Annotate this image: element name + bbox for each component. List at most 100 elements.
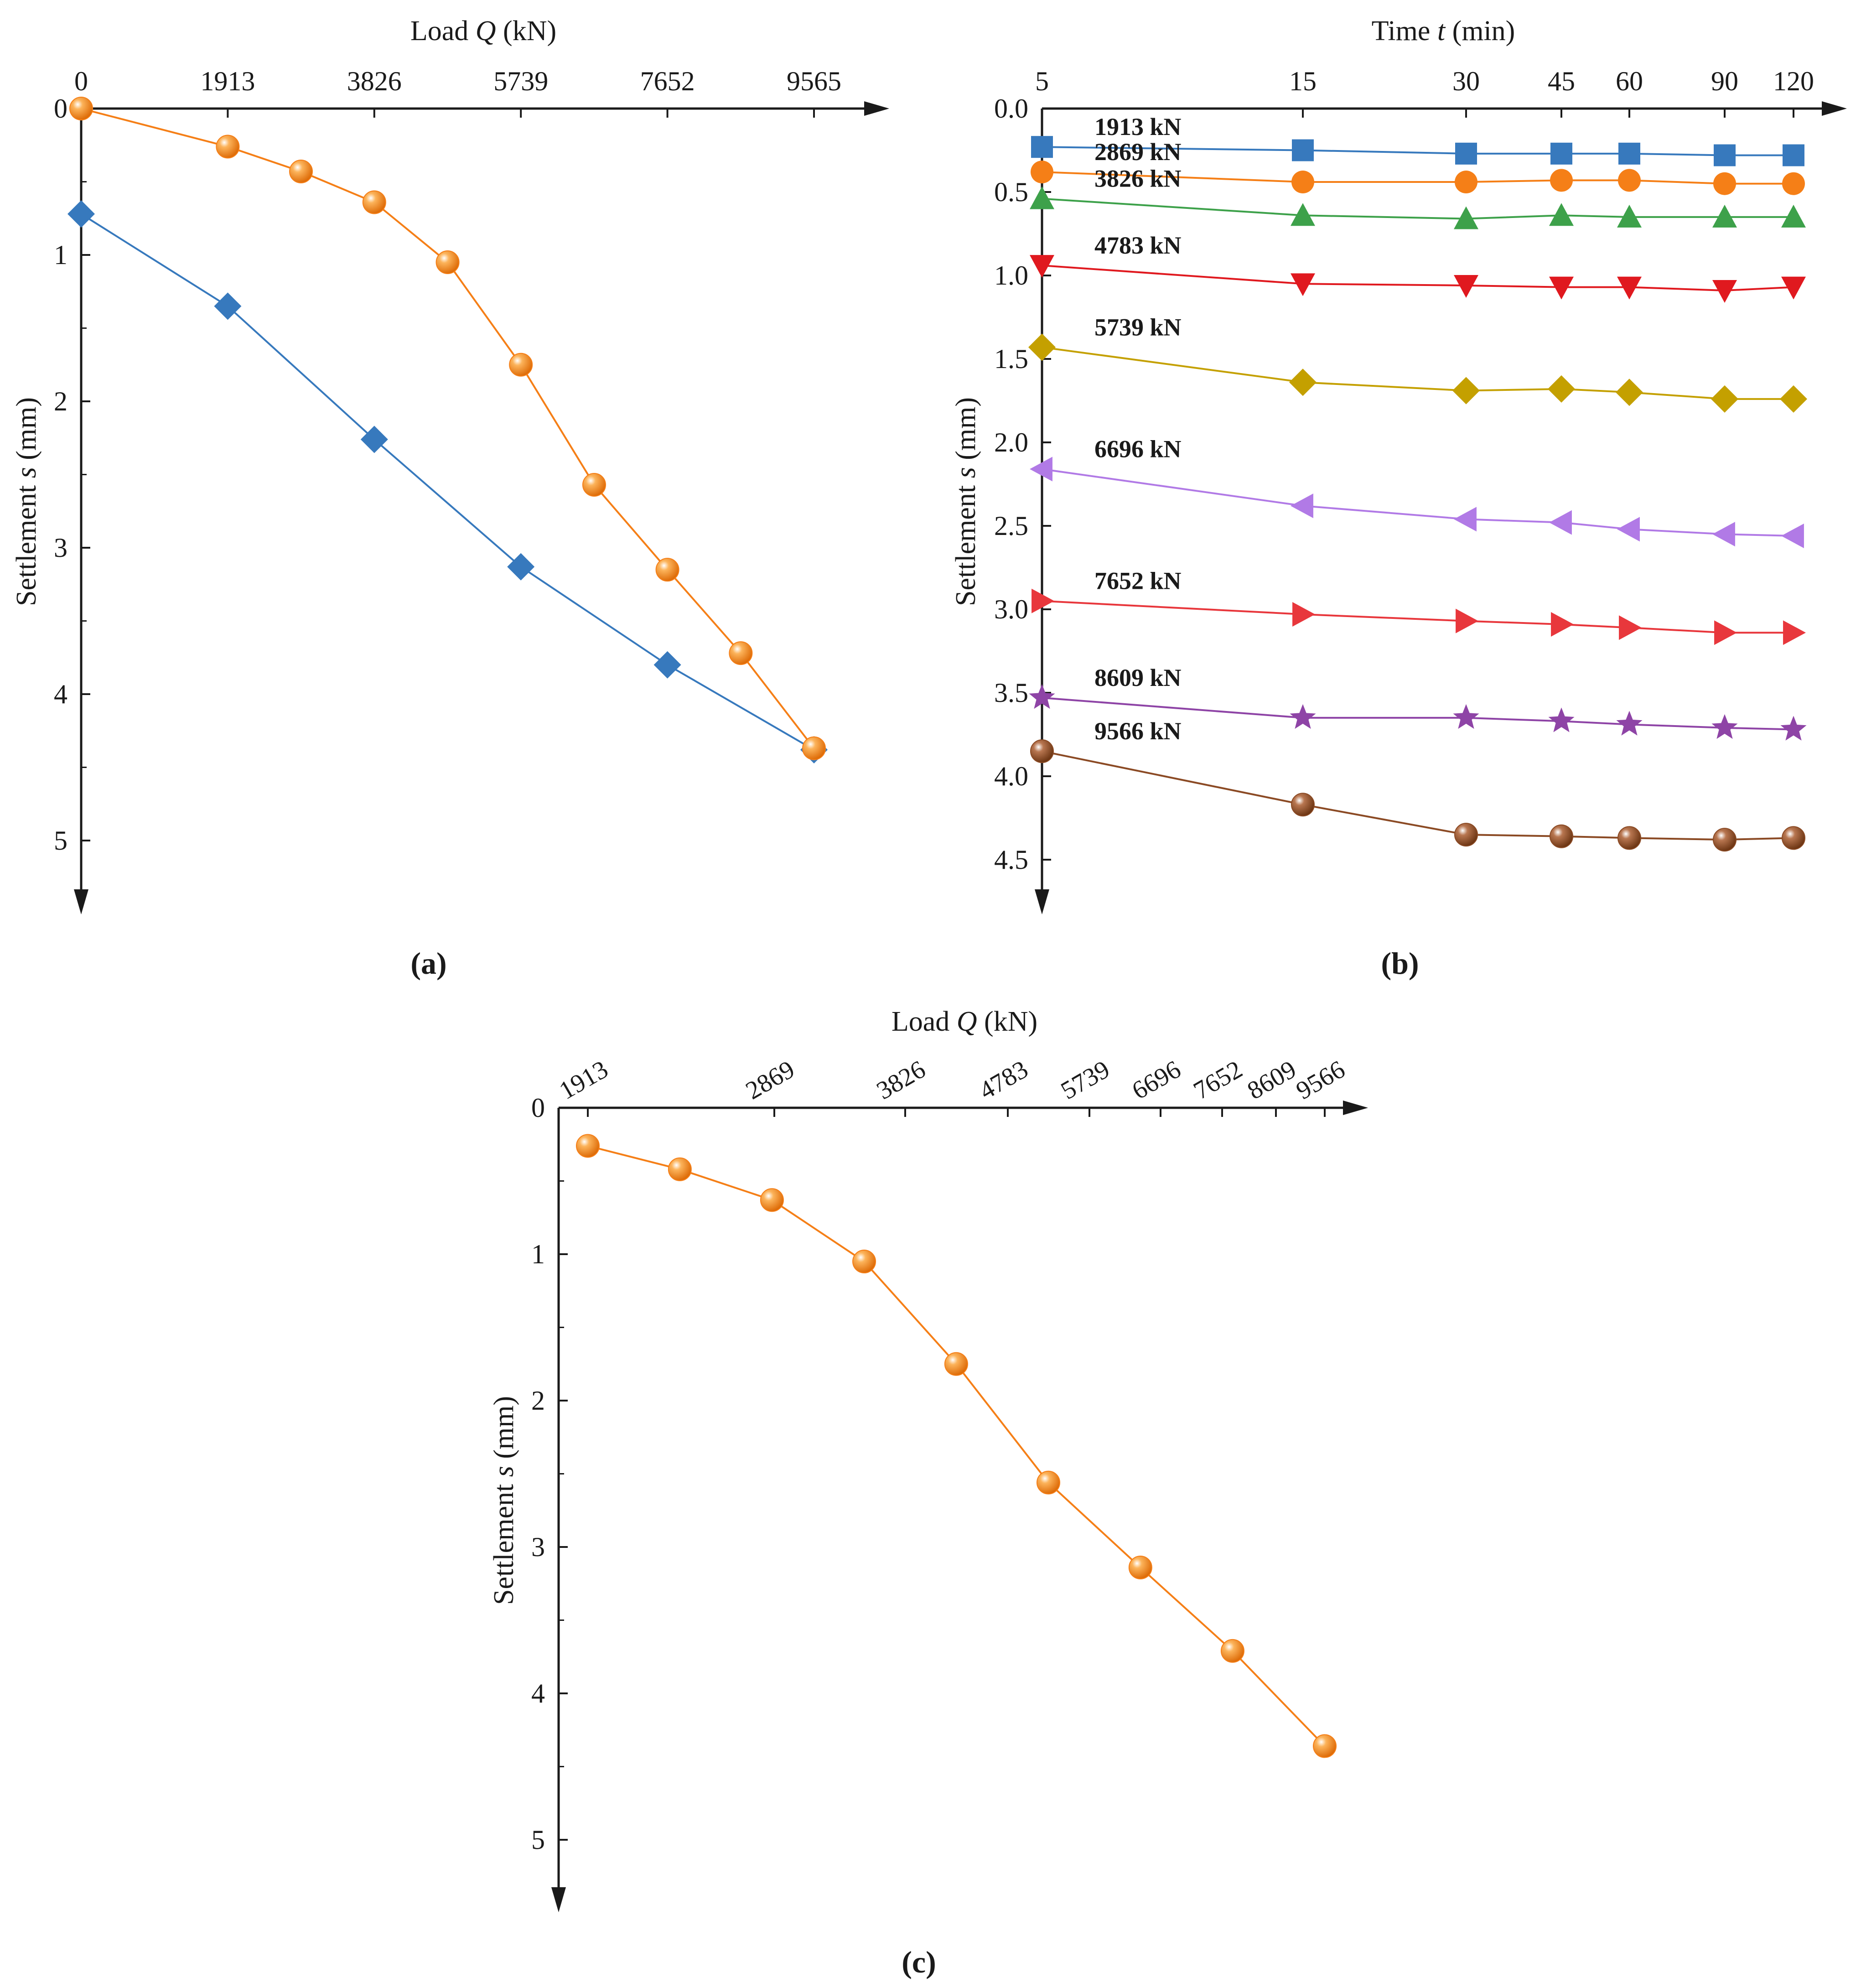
panel-a-x-arrow — [864, 101, 889, 116]
x-tick-label: 30 — [1452, 66, 1480, 96]
x-tick-label: 3826 — [347, 66, 402, 96]
series-label: 5739 kN — [1094, 313, 1182, 341]
data-point — [1617, 517, 1640, 542]
y-tick-label: 3 — [531, 1532, 545, 1562]
data-point — [1617, 204, 1642, 228]
y-tick-label: 4 — [54, 679, 67, 709]
panel-c-x-arrow — [1343, 1100, 1368, 1115]
data-point — [1031, 136, 1053, 158]
data-point — [1550, 142, 1572, 165]
y-tick-label: 3.5 — [994, 678, 1028, 708]
data-point — [1030, 739, 1054, 763]
series-line-blue-diamonds — [80, 213, 815, 751]
y-tick-label: 5 — [531, 1825, 545, 1855]
x-tick-label: 60 — [1616, 66, 1643, 96]
data-point — [1550, 824, 1573, 848]
x-tick-label: 120 — [1773, 66, 1814, 96]
x-tick-label: 0 — [74, 66, 88, 96]
data-point — [1714, 620, 1737, 645]
data-point — [1030, 457, 1052, 482]
data-point — [1291, 203, 1315, 226]
series-line-9566-kN — [1042, 750, 1794, 841]
data-point — [1291, 171, 1314, 194]
y-tick-label: 3.0 — [994, 594, 1028, 624]
data-point — [1781, 204, 1806, 228]
data-point — [1032, 588, 1054, 613]
data-point — [1550, 169, 1573, 192]
y-tick-label: 1 — [531, 1239, 545, 1269]
y-tick-label: 0.5 — [994, 177, 1028, 207]
data-point — [1783, 144, 1804, 166]
data-point — [1454, 206, 1478, 229]
data-point — [1291, 273, 1315, 296]
data-point — [1712, 204, 1737, 228]
x-tick-label: 2869 — [741, 1055, 799, 1106]
x-tick-label: 7652 — [1189, 1055, 1247, 1106]
panel-c-caption: (c) — [902, 1945, 936, 1979]
data-point — [1029, 684, 1055, 709]
data-point-blue-diamonds — [360, 426, 388, 453]
data-point-orange-spheres — [668, 1157, 692, 1181]
series-line-orange-spheres — [587, 1145, 1326, 1747]
data-point — [1781, 276, 1806, 300]
series-label: 4783 kN — [1094, 232, 1182, 259]
data-point — [1289, 369, 1317, 396]
panel-a-caption: (a) — [410, 946, 446, 981]
data-point — [1711, 385, 1738, 413]
series-line-3826-kN — [1042, 197, 1794, 220]
data-point — [1030, 186, 1054, 209]
data-point — [1292, 602, 1315, 627]
data-point — [1712, 280, 1737, 303]
y-tick-label: 4 — [531, 1678, 545, 1708]
data-point-orange-spheres — [509, 353, 533, 377]
data-point-orange-spheres — [802, 736, 826, 760]
data-point-blue-diamonds — [67, 200, 95, 228]
data-point — [1292, 139, 1314, 161]
series-line-5739-kN — [1042, 346, 1794, 400]
panel-a: 0 1913 3826 5739 7652 9565 0 1 2 3 4 5 Load Q (kN)… — [11, 16, 889, 981]
data-point — [1780, 385, 1807, 413]
data-point-orange-spheres — [216, 135, 240, 159]
data-point — [1453, 704, 1479, 729]
data-point — [1549, 510, 1572, 535]
y-tick-label: 1.5 — [994, 344, 1028, 374]
data-point — [1619, 615, 1642, 640]
data-point — [1713, 172, 1736, 195]
x-tick-label: 5739 — [1056, 1055, 1115, 1106]
data-point — [1711, 714, 1738, 739]
y-tick-label: 1.0 — [994, 260, 1028, 291]
panel-a-y-ticks: 0 1 2 3 4 5 — [54, 93, 90, 856]
panel-b-x-ticks: 5 15 30 45 60 90 120 — [1035, 66, 1814, 118]
data-point-orange-spheres — [1128, 1555, 1152, 1579]
data-point-orange-spheres — [852, 1250, 876, 1274]
data-point — [1549, 203, 1574, 226]
panel-c-x-axis-label: Load Q (kN) — [892, 1006, 1037, 1037]
y-tick-label: 4.0 — [994, 761, 1028, 791]
data-point — [1713, 828, 1737, 852]
x-tick-label: 5739 — [493, 66, 548, 96]
data-point — [1714, 144, 1736, 166]
data-point-orange-spheres — [69, 97, 93, 120]
y-tick-label: 0 — [531, 1093, 545, 1123]
panel-b-x-axis-label: Time t (min) — [1372, 16, 1515, 47]
series-line-4783-kN — [1042, 265, 1794, 291]
data-point-orange-spheres — [760, 1188, 784, 1212]
y-tick-label: 3 — [54, 533, 67, 563]
panel-b-x-arrow — [1822, 101, 1847, 116]
panel-b: 5 15 30 45 60 90 120 0.0 0.5 1.0 1.5 2.0 2.5 3.0 3.5 4… — [950, 16, 1847, 981]
panel-c-y-ticks: 0 1 2 3 4 5 — [531, 1093, 568, 1855]
data-point — [1548, 375, 1575, 403]
panel-a-y-axis-label: Settlement s (mm) — [11, 397, 42, 606]
x-tick-label: 9566 — [1291, 1055, 1350, 1106]
data-point-orange-spheres — [289, 160, 313, 184]
data-point — [1549, 276, 1574, 300]
data-point — [1452, 377, 1480, 405]
y-tick-label: 2.0 — [994, 427, 1028, 457]
data-point — [1454, 507, 1477, 532]
data-point — [1780, 716, 1807, 741]
y-tick-label: 0 — [54, 93, 67, 124]
data-point — [1618, 169, 1641, 192]
panel-a-plot-area — [67, 97, 828, 763]
data-point-orange-spheres — [944, 1352, 968, 1376]
